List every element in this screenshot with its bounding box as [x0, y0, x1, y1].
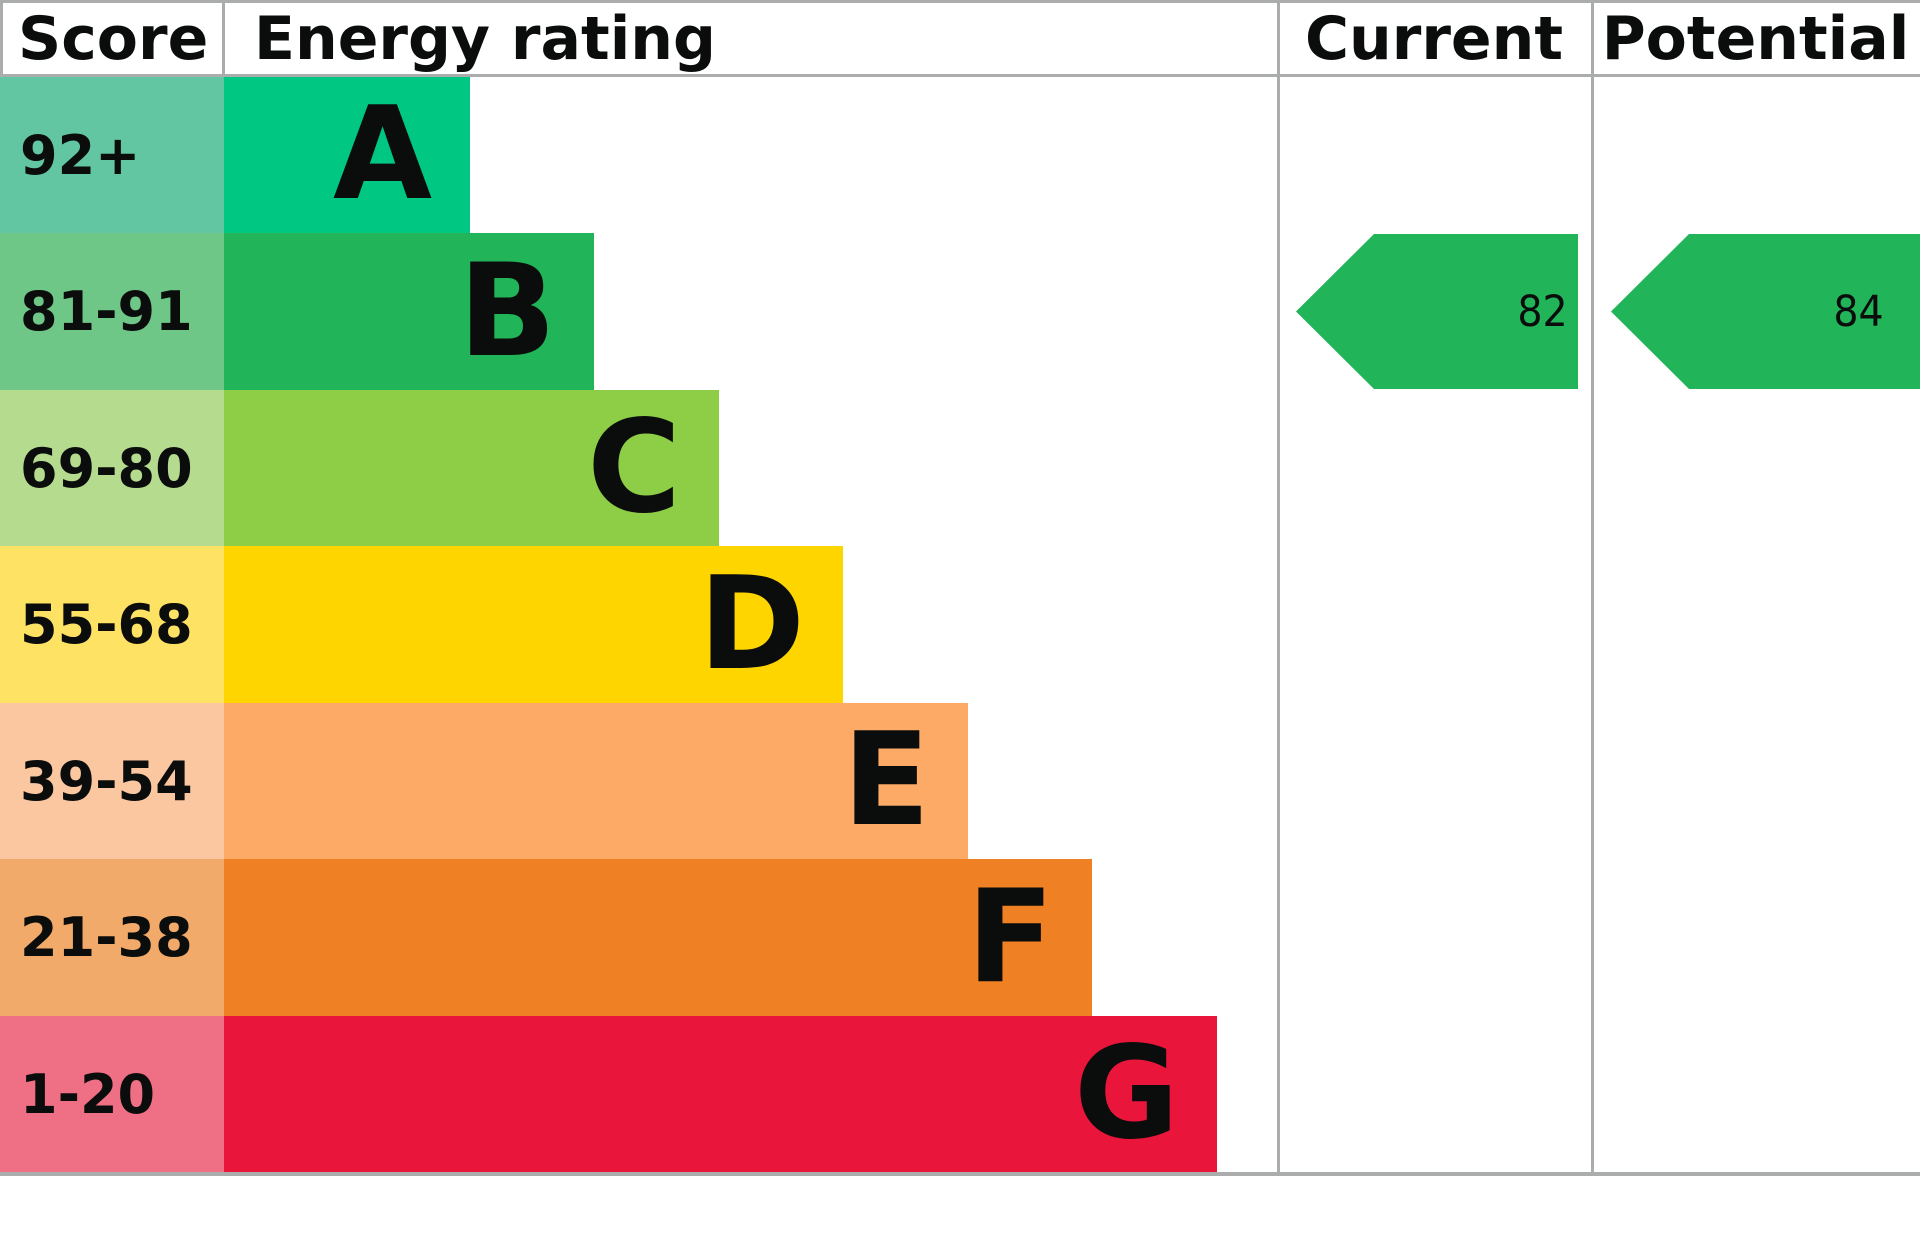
potential-column-divider — [1591, 0, 1594, 1172]
score-cell-a: 92+ — [0, 77, 224, 233]
band-letter: B — [458, 236, 556, 386]
current-value: 82 — [1517, 286, 1568, 337]
score-column-divider — [222, 0, 225, 77]
score-range-label: 1-20 — [20, 1062, 156, 1126]
band-bar-b: B — [224, 233, 594, 390]
score-cell-f: 21-38 — [0, 859, 224, 1016]
band-letter: E — [842, 706, 930, 855]
score-range-label: 92+ — [20, 123, 141, 187]
score-cell-b: 81-91 — [0, 233, 224, 390]
header-score: Score — [18, 3, 209, 74]
band-letter: G — [1073, 1019, 1179, 1168]
score-cell-c: 69-80 — [0, 390, 224, 546]
score-cell-d: 55-68 — [0, 546, 224, 703]
score-cell-g: 1-20 — [0, 1016, 224, 1172]
band-letter: D — [698, 549, 805, 699]
band-letter: F — [966, 862, 1054, 1012]
band-bar-a: A — [224, 77, 470, 233]
score-range-label: 55-68 — [20, 593, 193, 656]
score-range-label: 81-91 — [20, 280, 193, 343]
band-bar-d: D — [224, 546, 843, 703]
potential-value: 84 — [1833, 286, 1884, 337]
band-bar-f: F — [224, 859, 1092, 1016]
header-top-border — [0, 0, 1920, 3]
header-bottom-border — [0, 74, 1920, 77]
band-letter: C — [587, 393, 681, 542]
potential-arrow: 84 — [1611, 234, 1920, 389]
header-left-border — [0, 0, 3, 77]
current-column-divider — [1277, 0, 1280, 1172]
band-bar-e: E — [224, 703, 968, 859]
band-bar-c: C — [224, 390, 719, 546]
score-range-label: 21-38 — [20, 906, 193, 969]
score-range-label: 69-80 — [20, 436, 193, 500]
header-energy-rating: Energy rating — [254, 3, 716, 74]
score-cell-e: 39-54 — [0, 703, 224, 859]
header-current: Current — [1304, 3, 1564, 74]
chart-bottom-border — [0, 1172, 1920, 1176]
band-bar-g: G — [224, 1016, 1217, 1172]
score-range-label: 39-54 — [20, 749, 193, 813]
band-letter: A — [332, 80, 432, 229]
current-arrow: 82 — [1296, 234, 1578, 389]
header-potential: Potential — [1601, 3, 1910, 74]
